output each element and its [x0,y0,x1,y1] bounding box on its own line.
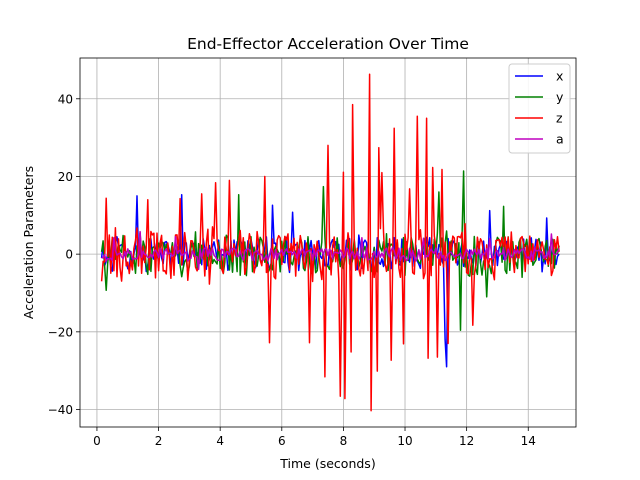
legend-label-a: a [556,132,564,147]
y-tick-label: −20 [48,325,73,339]
x-axis-label: Time (seconds) [279,456,375,471]
x-tick-label: 2 [155,434,163,448]
x-tick-label: 4 [216,434,224,448]
x-tick-label: 10 [397,434,412,448]
series-lines [100,73,560,412]
x-tick-label: 8 [340,434,348,448]
legend-label-z: z [556,111,563,126]
axis-ticks: 0 2 4 6 8 10 12 14 −40 −20 0 20 40 [48,92,536,448]
y-tick-label: 20 [58,170,73,184]
y-axis-label: Acceleration Parameters [21,166,36,319]
plot-frame [79,57,577,428]
series-a-line [101,230,560,271]
legend-label-y: y [556,90,564,105]
legend-box [508,63,571,154]
x-tick-label: 6 [278,434,286,448]
y-tick-label: 0 [65,248,73,262]
chart-title: End-Effector Acceleration Over Time [187,35,469,53]
x-tick-label: 0 [93,434,101,448]
y-tick-label: 40 [58,92,73,106]
legend-label-x: x [556,69,563,84]
x-tick-label: 14 [521,434,536,448]
y-tick-label: −40 [48,403,73,417]
series-z-line [100,73,560,412]
x-tick-label: 12 [459,434,474,448]
